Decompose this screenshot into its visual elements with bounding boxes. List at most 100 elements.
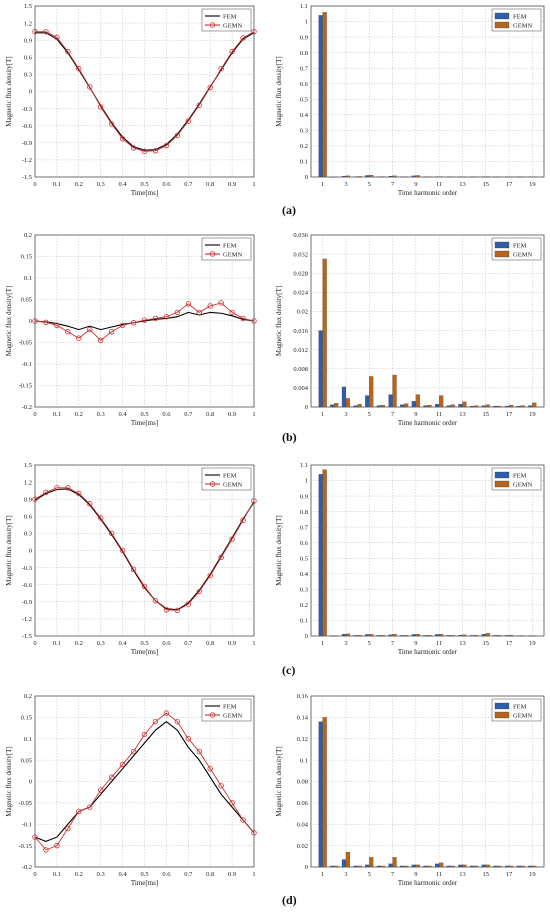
bar-gemn bbox=[323, 259, 327, 407]
bar-gemn bbox=[404, 404, 408, 407]
x-tick-label: 0 bbox=[33, 640, 36, 647]
y-tick-label: 1.1 bbox=[300, 462, 308, 469]
legend-label-gemn: GEMN bbox=[513, 251, 532, 258]
bar-gemn bbox=[358, 866, 362, 867]
y-tick-label: 0.2 bbox=[300, 602, 308, 609]
y-tick-label: 0.5 bbox=[300, 555, 308, 562]
bar-fem bbox=[412, 865, 416, 867]
y-tick-label: 0.02 bbox=[297, 309, 308, 316]
bar-fem bbox=[330, 405, 334, 407]
x-tick-label: 19 bbox=[529, 871, 536, 878]
y-tick-label: 1 bbox=[305, 478, 308, 485]
bar-fem bbox=[458, 865, 462, 867]
bar-fem bbox=[505, 866, 509, 867]
legend-label-gemn: GEMN bbox=[513, 481, 532, 488]
bar-gemn bbox=[393, 857, 397, 867]
y-tick-label: -0.1 bbox=[22, 361, 32, 368]
bar-gemn bbox=[428, 866, 432, 867]
bar-gemn bbox=[462, 865, 466, 867]
bar-gemn bbox=[381, 635, 385, 636]
legend-swatch-gemn bbox=[495, 251, 509, 257]
bar-gemn bbox=[521, 866, 525, 867]
legend-swatch-fem bbox=[495, 13, 509, 19]
x-tick-label: 0.6 bbox=[162, 411, 171, 418]
bar-gemn bbox=[346, 176, 350, 177]
bar-fem bbox=[424, 406, 428, 407]
x-tick-label: 0.8 bbox=[206, 871, 214, 878]
y-tick-label: 0.04 bbox=[297, 821, 309, 828]
bar-fem bbox=[400, 405, 404, 407]
bar-fem bbox=[330, 866, 334, 867]
bar-gemn bbox=[497, 635, 501, 636]
x-tick-label: 9 bbox=[414, 411, 417, 418]
y-tick-label: 0.06 bbox=[297, 800, 309, 807]
y-tick-label: 0.6 bbox=[24, 514, 33, 521]
y-tick-label: -0.15 bbox=[18, 843, 32, 850]
x-tick-label: 3 bbox=[344, 640, 347, 647]
y-axis-label: Magnetic flux density[T] bbox=[5, 746, 13, 816]
bar-fem bbox=[412, 634, 416, 636]
bar-gemn bbox=[462, 402, 466, 407]
bar-fem bbox=[493, 406, 497, 407]
x-tick-label: 11 bbox=[436, 871, 442, 878]
y-tick-label: 0.6 bbox=[300, 81, 309, 88]
bar-gemn bbox=[462, 635, 466, 636]
bar-fem bbox=[505, 406, 509, 407]
x-tick-label: 5 bbox=[368, 871, 371, 878]
x-axis-label: Time harmonic order bbox=[398, 419, 458, 427]
x-tick-label: 0.6 bbox=[162, 640, 171, 647]
y-tick-label: 0.9 bbox=[300, 493, 308, 500]
x-tick-label: 0.3 bbox=[97, 871, 105, 878]
x-tick-label: 9 bbox=[414, 871, 417, 878]
y-tick-label: 0 bbox=[29, 548, 32, 555]
x-tick-label: 7 bbox=[391, 871, 395, 878]
y-tick-label: 0.15 bbox=[21, 254, 32, 261]
panel-label-b: (b) bbox=[282, 430, 297, 445]
legend-swatch-fem bbox=[495, 472, 509, 478]
y-axis-label: Magnetic flux density[T] bbox=[275, 515, 283, 585]
x-tick-label: 11 bbox=[436, 411, 442, 418]
x-tick-label: 0.8 bbox=[206, 640, 214, 647]
bar-fem bbox=[528, 866, 532, 867]
bar-gemn bbox=[346, 852, 350, 867]
bar-fem bbox=[389, 864, 393, 867]
bar-fem bbox=[365, 396, 369, 407]
legend-label-gemn: GEMN bbox=[513, 22, 532, 29]
x-tick-label: 13 bbox=[459, 640, 466, 647]
y-tick-label: 1.2 bbox=[24, 479, 32, 486]
bar-gemn bbox=[358, 176, 362, 177]
y-tick-label: 0 bbox=[29, 779, 32, 786]
y-tick-label: 0.02 bbox=[297, 843, 308, 850]
bar-gemn bbox=[323, 717, 327, 867]
x-tick-label: 0.3 bbox=[97, 181, 105, 188]
x-tick-label: 15 bbox=[483, 871, 490, 878]
bar-gemn bbox=[323, 12, 327, 177]
x-tick-label: 0.5 bbox=[140, 181, 148, 188]
bar-gemn bbox=[369, 376, 373, 407]
y-axis-label: Magnetic flux density[T] bbox=[5, 515, 13, 585]
y-tick-label: 0.16 bbox=[297, 693, 309, 700]
x-tick-label: 15 bbox=[483, 640, 490, 647]
x-tick-label: 0.2 bbox=[75, 871, 83, 878]
x-axis-label: Time harmonic order bbox=[398, 648, 458, 656]
bar-gemn bbox=[509, 866, 513, 867]
x-tick-label: 0.5 bbox=[140, 871, 148, 878]
y-tick-label: -0.05 bbox=[18, 340, 32, 347]
x-tick-label: 0.4 bbox=[119, 640, 128, 647]
legend-label-gemn: GEMN bbox=[223, 251, 242, 258]
y-tick-label: 0.14 bbox=[297, 715, 309, 722]
legend-label-fem: FEM bbox=[513, 472, 527, 479]
bar-gemn bbox=[416, 634, 420, 636]
y-tick-label: 0.1 bbox=[300, 159, 308, 166]
x-tick-label: 3 bbox=[344, 411, 347, 418]
bar-fem bbox=[470, 406, 474, 407]
y-tick-label: 0.9 bbox=[24, 37, 32, 44]
